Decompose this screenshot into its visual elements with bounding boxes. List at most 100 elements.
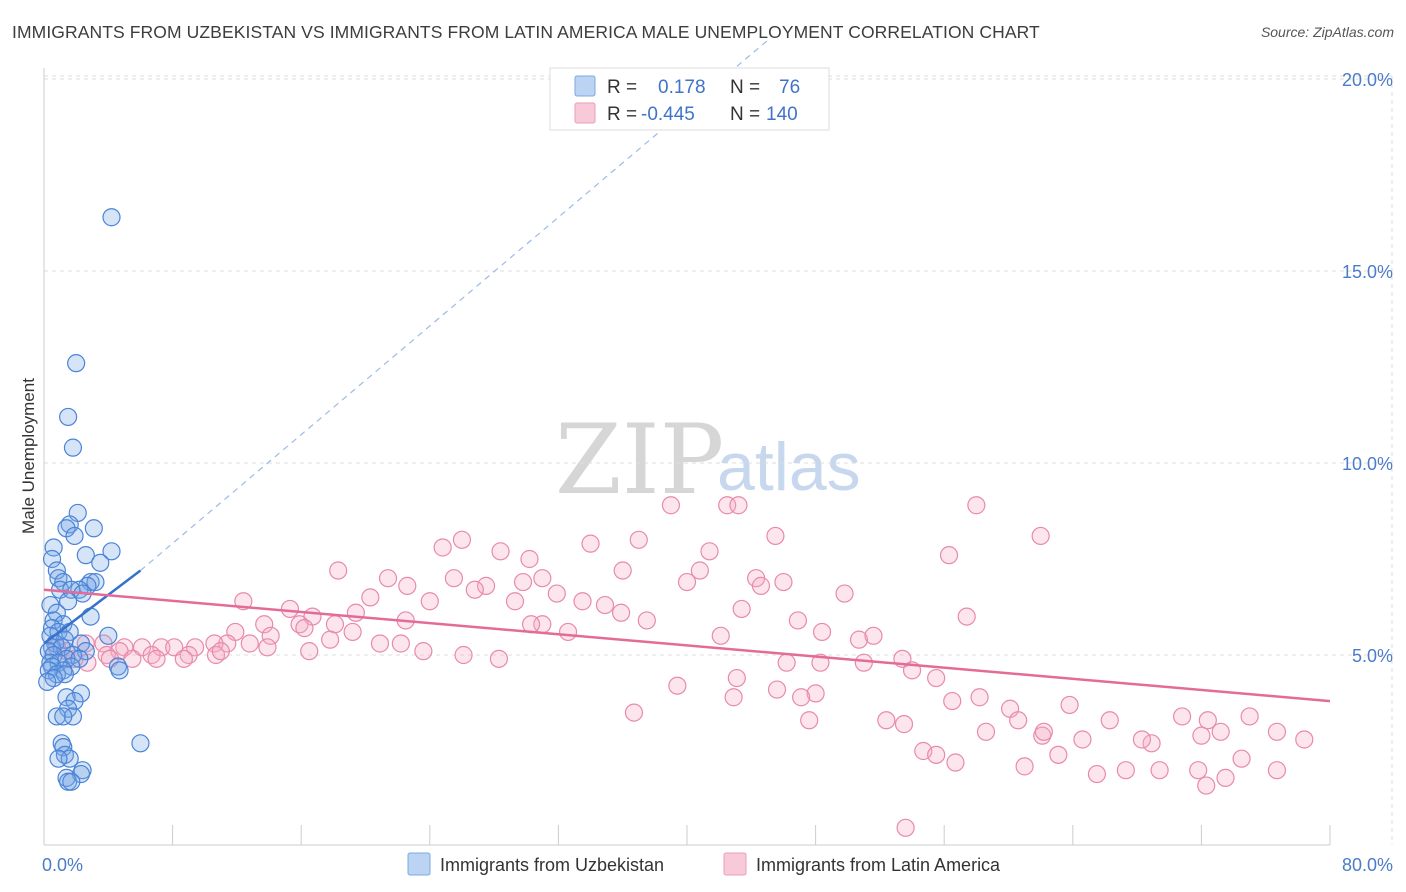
point-latin-america xyxy=(1015,757,1034,776)
y-tick-label: 10.0% xyxy=(1342,454,1393,474)
point-uzbekistan xyxy=(62,580,81,599)
point-latin-america xyxy=(1295,730,1314,749)
point-uzbekistan xyxy=(44,611,63,630)
point-latin-america xyxy=(1087,764,1107,784)
point-uzbekistan xyxy=(38,672,57,691)
point-latin-america xyxy=(255,615,274,634)
point-latin-america xyxy=(976,722,996,741)
point-latin-america xyxy=(943,691,962,711)
point-latin-america xyxy=(927,745,946,764)
point-latin-america xyxy=(505,592,525,611)
point-uzbekistan xyxy=(76,546,95,565)
source-label: Source: ZipAtlas.com xyxy=(1260,24,1394,40)
axes xyxy=(43,68,1331,846)
point-uzbekistan xyxy=(99,626,118,645)
point-uzbekistan xyxy=(102,542,121,561)
bottom-legend: Immigrants from Uzbekistan Immigrants fr… xyxy=(407,852,1001,876)
legend-n-label-1: N = xyxy=(730,77,760,98)
point-latin-america xyxy=(732,599,751,619)
point-latin-america xyxy=(261,626,280,645)
point-latin-america xyxy=(700,542,719,561)
point-uzbekistan xyxy=(63,438,83,457)
point-latin-america xyxy=(595,595,615,615)
point-uzbekistan xyxy=(54,707,73,726)
x-tick-label: 80.0% xyxy=(1342,855,1393,875)
point-latin-america xyxy=(370,634,390,653)
point-latin-america xyxy=(573,592,592,611)
point-uzbekistan xyxy=(63,707,83,726)
point-latin-america xyxy=(325,615,345,634)
point-latin-america xyxy=(877,711,896,730)
point-latin-america xyxy=(300,642,319,661)
point-latin-america xyxy=(558,622,578,642)
point-latin-america xyxy=(152,638,171,657)
point-latin-america xyxy=(1142,734,1161,753)
point-uzbekistan xyxy=(91,553,110,572)
point-latin-america xyxy=(1216,768,1235,787)
x-tick-label: 0.0% xyxy=(42,855,83,875)
legend-swatch-latin-america xyxy=(574,102,596,124)
point-latin-america xyxy=(927,668,946,688)
point-latin-america xyxy=(661,496,681,515)
point-uzbekistan xyxy=(54,738,73,757)
legend-r-value-2: -0.445 xyxy=(641,104,695,125)
point-latin-america xyxy=(800,711,819,730)
point-latin-america xyxy=(465,580,484,599)
point-latin-america xyxy=(788,611,808,630)
point-latin-america xyxy=(690,561,709,580)
point-latin-america xyxy=(398,576,417,595)
point-latin-america xyxy=(767,680,787,699)
point-latin-america xyxy=(939,546,959,565)
point-latin-america xyxy=(123,649,142,668)
trend-lines xyxy=(43,569,1331,703)
y-tick-label: 20.0% xyxy=(1342,70,1393,90)
point-latin-america xyxy=(724,688,743,707)
point-latin-america xyxy=(751,576,771,595)
point-latin-america xyxy=(896,818,915,837)
trend-line-latin-america xyxy=(43,588,1331,703)
point-latin-america xyxy=(76,634,95,653)
point-latin-america xyxy=(147,649,166,668)
point-latin-america xyxy=(240,634,259,653)
point-latin-america xyxy=(1267,722,1287,741)
point-latin-america xyxy=(1009,711,1028,730)
point-latin-america xyxy=(729,496,748,515)
grid xyxy=(44,75,1393,845)
legend-box: R = 0.178 N = 76 R = -0.445 N = 140 xyxy=(549,67,830,131)
legend-n-label-2: N = xyxy=(730,104,760,125)
point-latin-america xyxy=(849,630,869,649)
series-uzbekistan xyxy=(38,208,150,791)
y-tick-label: 5.0% xyxy=(1352,646,1393,666)
point-latin-america xyxy=(957,607,976,626)
point-latin-america xyxy=(967,496,986,515)
point-latin-america xyxy=(1073,730,1092,749)
legend-r-label-1: R = xyxy=(607,77,637,98)
watermark-zip: ZIP xyxy=(555,404,724,516)
point-uzbekistan xyxy=(47,561,66,580)
point-latin-america xyxy=(295,619,314,638)
legend-r-label-2: R = xyxy=(607,104,637,125)
point-latin-america xyxy=(1100,711,1119,730)
point-uzbekistan xyxy=(110,661,129,680)
legend-n-value-1: 76 xyxy=(779,77,800,98)
point-latin-america xyxy=(677,572,697,592)
point-uzbekistan xyxy=(67,354,86,373)
point-uzbekistan xyxy=(102,208,121,227)
point-uzbekistan xyxy=(81,607,100,626)
point-latin-america xyxy=(1060,695,1079,715)
point-latin-america xyxy=(258,638,277,657)
point-uzbekistan xyxy=(65,526,84,546)
point-latin-america xyxy=(1267,761,1287,780)
point-uzbekistan xyxy=(84,519,103,538)
point-latin-america xyxy=(777,653,796,672)
point-latin-america xyxy=(812,622,832,642)
y-tick-label: 15.0% xyxy=(1342,262,1393,282)
point-latin-america xyxy=(727,668,746,688)
point-latin-america xyxy=(894,715,914,734)
point-latin-america xyxy=(792,688,811,707)
point-latin-america xyxy=(668,676,687,695)
point-uzbekistan xyxy=(55,665,74,684)
point-latin-america xyxy=(1034,722,1053,741)
point-latin-america xyxy=(211,642,230,661)
